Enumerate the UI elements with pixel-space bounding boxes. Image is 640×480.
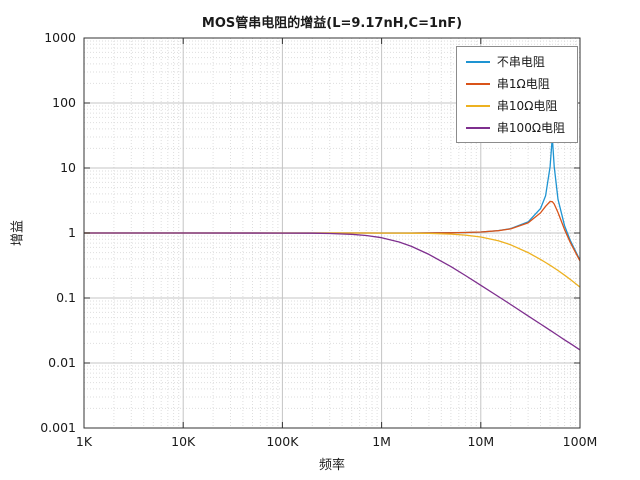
y-tick-label: 0.1 — [56, 290, 76, 305]
legend-swatch — [465, 126, 490, 129]
y-tick-label: 0.001 — [40, 420, 76, 435]
legend: 不串电阻串1Ω电阻串10Ω电阻 串100Ω电阻 — [455, 46, 578, 143]
legend-item: 不串电阻 — [465, 53, 565, 70]
x-tick-label: 100K — [266, 434, 299, 449]
legend-swatch — [465, 82, 490, 85]
series-line — [84, 232, 581, 288]
x-tick-label: 100M — [563, 434, 598, 449]
legend-item: 串10Ω电阻 — [465, 97, 565, 114]
x-tick-label: 1M — [372, 434, 391, 449]
series-line — [84, 136, 581, 261]
legend-label: 串10Ω电阻 — [496, 99, 558, 113]
x-axis-label: 频率 — [318, 458, 345, 473]
x-tick-label: 10K — [171, 434, 196, 449]
y-tick-label: 0.01 — [48, 355, 76, 370]
legend-label: 串1Ω电阻 — [496, 77, 550, 91]
chart-title: MOS管串电阻的增益(L=9.17nH,C=1nF) — [201, 16, 463, 31]
x-tick-label: 1K — [76, 434, 93, 449]
y-tick-label: 10 — [60, 160, 76, 175]
legend-label: 串100Ω电阻 — [496, 121, 565, 135]
y-tick-label: 1 — [68, 225, 76, 240]
y-tick-label: 1000 — [44, 30, 76, 45]
series-line — [84, 232, 581, 351]
legend-swatch — [465, 60, 490, 63]
legend-item: 串1Ω电阻 — [465, 75, 565, 92]
legend-item: 串100Ω电阻 — [465, 119, 565, 136]
x-tick-label: 10M — [467, 434, 494, 449]
legend-swatch — [465, 104, 490, 107]
y-tick-label: 100 — [52, 95, 76, 110]
legend-label: 不串电阻 — [496, 55, 545, 69]
series-line — [84, 200, 581, 262]
